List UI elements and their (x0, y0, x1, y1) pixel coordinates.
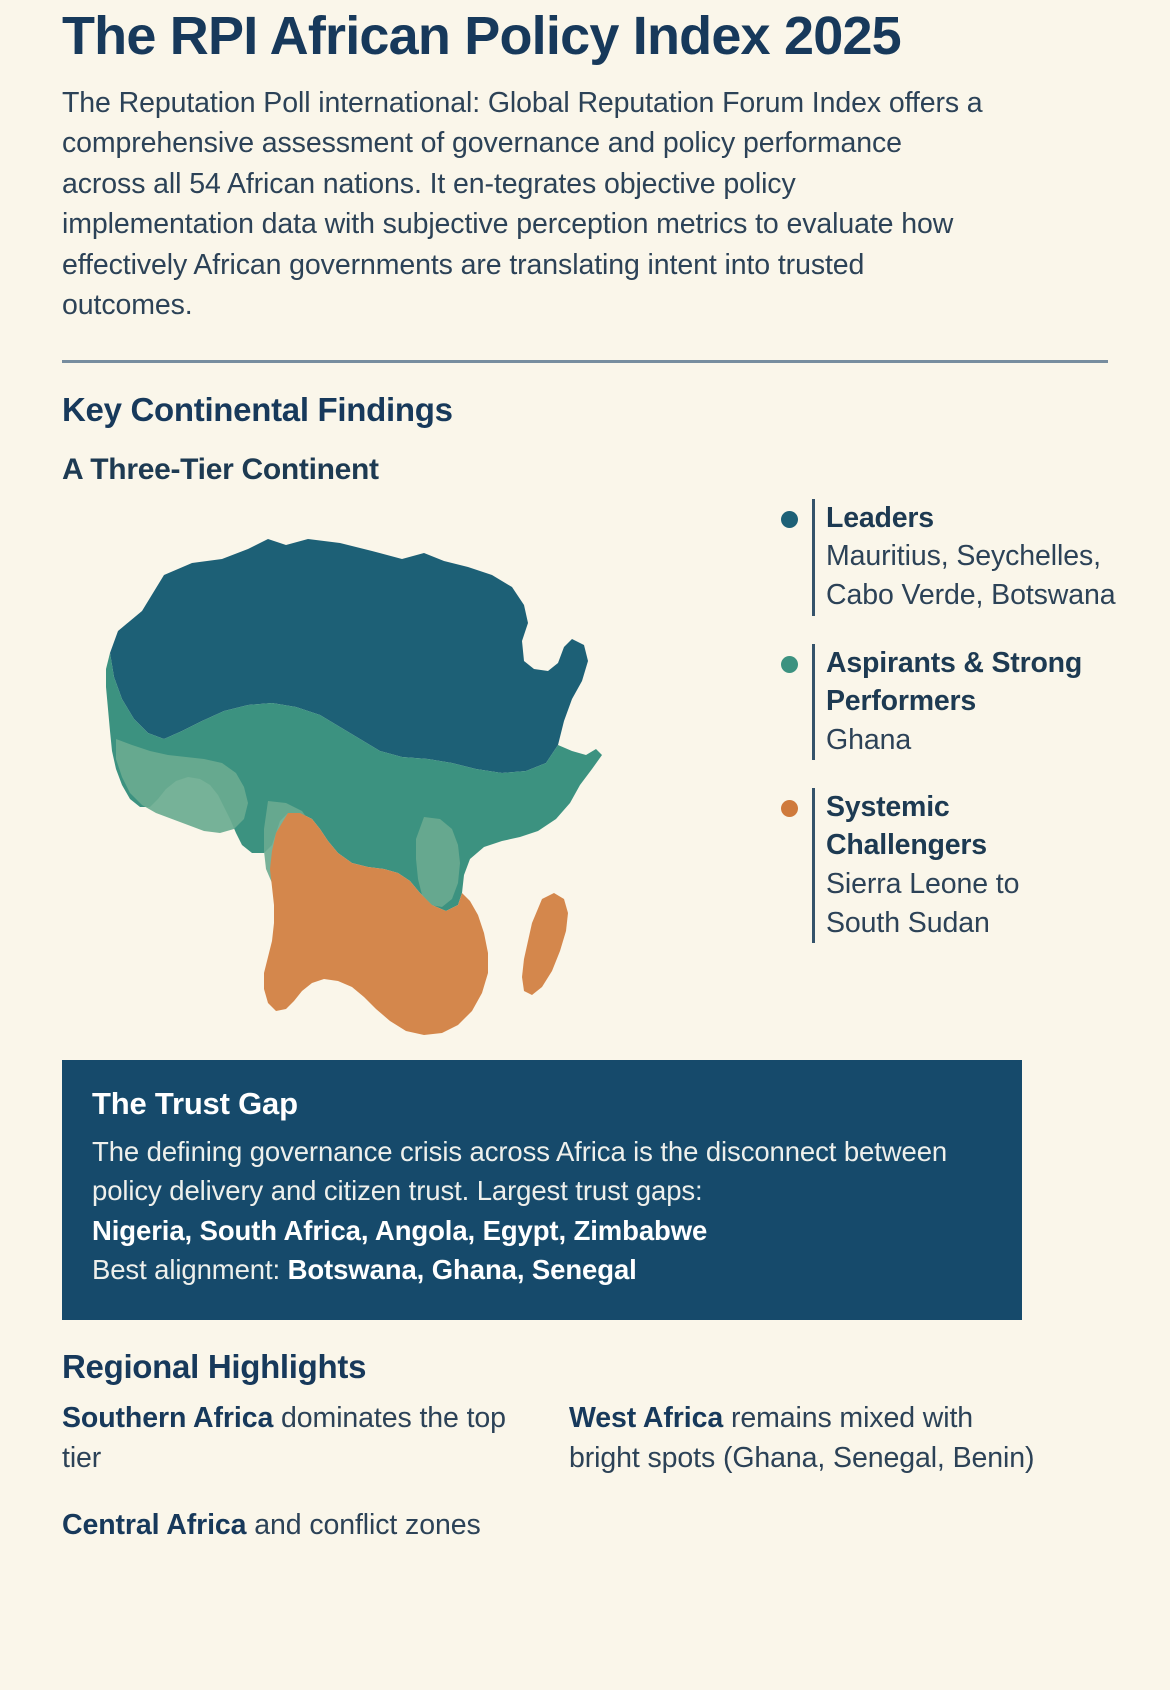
map-region-madagascar (522, 892, 568, 995)
map-region-central-east (416, 816, 460, 907)
key-findings-heading: Key Continental Findings (62, 390, 453, 428)
header-divider (62, 359, 1108, 363)
three-tier-subheading: A Three-Tier Continent (62, 452, 379, 486)
region-name-west-africa: West Africa (569, 1401, 724, 1434)
trust-gap-title: The Trust Gap (92, 1085, 298, 1121)
trust-gap-largest: Nigeria, South Africa, Angola, Egypt, Zi… (92, 1214, 708, 1246)
legend-label-aspirants: Aspirants & Strong Performers (826, 646, 1083, 718)
findings-row: Leaders Mauritius, Seychelles, Cabo Verd… (62, 487, 1116, 1046)
regional-column-right: West Africa remains mixed with bright sp… (569, 1398, 1039, 1571)
trust-gap-best-alignment: Best alignment: Botswana, Ghana, Senegal (92, 1250, 992, 1290)
region-text-west-africa: remains mixed with bright spots (Ghana, … (569, 1401, 1035, 1475)
map-region-north (110, 538, 588, 773)
legend-rule-challengers (812, 787, 815, 944)
region-name-southern-africa: Southern Africa (62, 1401, 274, 1434)
page-title: The RPI African Policy Index 2025 (62, 6, 902, 66)
legend-item-aspirants[interactable]: Aspirants & Strong Performers Ghana (762, 643, 1162, 760)
intro-paragraph: The Reputation Poll international: Globa… (62, 86, 983, 322)
trust-gap-box: The Trust Gap The defining governance cr… (62, 1059, 1022, 1320)
region-text-central-africa: and conflict zones (246, 1508, 481, 1541)
map-region-central-light (116, 738, 248, 833)
trust-gap-description: The defining governance crisis across Af… (92, 1135, 948, 1207)
legend-countries-leaders: Mauritius, Seychelles, Cabo Verde, Botsw… (826, 539, 1116, 612)
region-text-southern-africa: dominates the top tier (62, 1401, 506, 1475)
regional-column-left: Southern Africa dominates the top tier C… (62, 1398, 517, 1571)
regional-highlights-columns: Southern Africa dominates the top tier C… (62, 1398, 1108, 1571)
legend-dot-leaders (781, 510, 798, 528)
legend-dot-challengers (781, 799, 798, 817)
map-region-central (106, 652, 602, 911)
best-alignment-label: Best alignment: (92, 1254, 288, 1286)
region-name-central-africa: Central Africa (62, 1508, 247, 1541)
map-legend: Leaders Mauritius, Seychelles, Cabo Verd… (762, 498, 1162, 944)
legend-dot-aspirants (781, 655, 798, 673)
trust-gap-body: The defining governance crisis across Af… (92, 1132, 992, 1290)
legend-rule-aspirants (812, 643, 815, 760)
africa-map (72, 501, 672, 1046)
legend-countries-aspirants: Ghana (826, 723, 912, 756)
regional-item-southern-africa: Southern Africa dominates the top tier (62, 1398, 517, 1479)
best-alignment-countries: Botswana, Ghana, Senegal (287, 1254, 637, 1286)
regional-item-west-africa: West Africa remains mixed with bright sp… (569, 1398, 1039, 1479)
africa-map-svg (106, 538, 602, 1035)
legend-item-challengers[interactable]: Systemic Challengers Sierra Leone to Sou… (762, 787, 1162, 944)
legend-label-leaders: Leaders (826, 501, 934, 534)
legend-label-challengers: Systemic Challengers (826, 790, 987, 862)
legend-rule-leaders (812, 498, 815, 616)
legend-countries-challengers: Sierra Leone to South Sudan (826, 867, 1020, 940)
legend-item-leaders[interactable]: Leaders Mauritius, Seychelles, Cabo Verd… (762, 498, 1162, 616)
regional-highlights-heading: Regional Highlights (62, 1347, 367, 1385)
map-region-south (264, 812, 488, 1035)
regional-item-central-africa: Central Africa and conflict zones (62, 1505, 517, 1545)
